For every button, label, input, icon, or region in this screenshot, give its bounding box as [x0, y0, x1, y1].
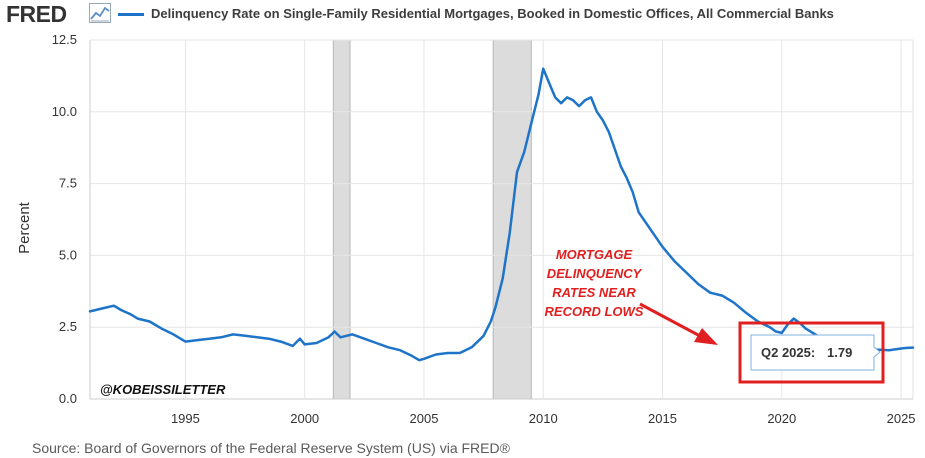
annotation-line-4: RECORD LOWS	[545, 304, 644, 319]
gridlines	[89, 39, 914, 400]
tooltip-value: 1.79	[827, 345, 852, 360]
chart-header: FRED Delinquency Rate on Single-Family R…	[0, 0, 925, 30]
legend-line-swatch	[118, 13, 144, 16]
fred-graph-icon	[89, 3, 111, 23]
tooltip-box	[750, 334, 881, 371]
watermark: @KOBEISSILETTER	[100, 382, 226, 397]
y-axis-ticks: 0.0 2.5 5.0 7.5 10.0 12.5	[52, 32, 77, 406]
y-tick-label: 10.0	[52, 104, 77, 119]
y-tick-label: 12.5	[52, 32, 77, 47]
x-tick-label: 2000	[290, 411, 319, 426]
x-axis-ticks: 1995 2000 2005 2010 2015 2020 2025	[171, 411, 916, 426]
highlight-box	[738, 321, 885, 384]
annotation-line-1: MORTGAGE	[556, 247, 633, 262]
x-tick-label: 2010	[529, 411, 558, 426]
x-tick-label: 2025	[887, 411, 916, 426]
y-tick-label: 2.5	[59, 319, 77, 334]
x-tick-label: 2020	[767, 411, 796, 426]
source-note: Source: Board of Governors of the Federa…	[32, 440, 510, 456]
y-tick-label: 0.0	[59, 391, 77, 406]
tooltip-label: Q2 2025:	[761, 345, 815, 360]
series-line-1	[88, 67, 915, 362]
recession-band-1	[333, 40, 351, 399]
annotation-arrow	[639, 302, 718, 345]
annotation-line-3: RATES NEAR	[552, 285, 636, 300]
fred-logo[interactable]: FRED	[6, 1, 67, 27]
series-group	[88, 67, 915, 362]
x-tick-label: 2005	[410, 411, 439, 426]
legend-label[interactable]: Delinquency Rate on Single-Family Reside…	[151, 6, 834, 21]
recession-bands	[332, 40, 532, 399]
y-tick-label: 5.0	[59, 247, 77, 262]
y-axis-label: Percent	[16, 201, 33, 254]
tooltip[interactable]: Q2 2025: 1.79	[750, 334, 881, 371]
x-tick-label: 1995	[171, 411, 200, 426]
annotation-text: MORTGAGE DELINQUENCY RATES NEAR RECORD L…	[545, 247, 644, 319]
y-tick-label: 7.5	[59, 176, 77, 191]
annotation-line-2: DELINQUENCY	[547, 266, 643, 281]
x-tick-label: 2015	[648, 411, 677, 426]
